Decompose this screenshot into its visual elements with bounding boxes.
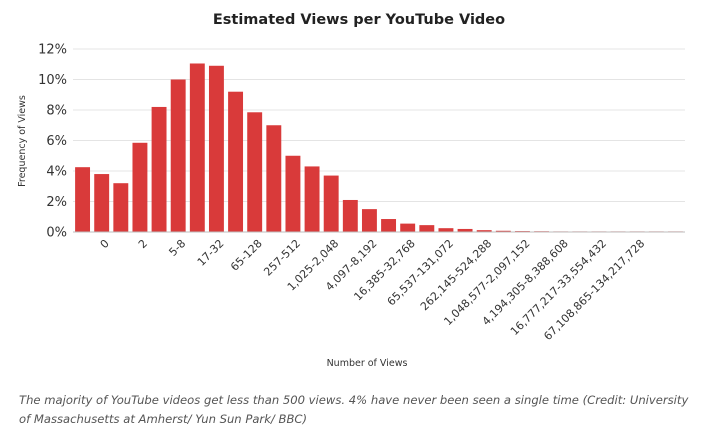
x-tick-label: 17-32 bbox=[195, 237, 227, 269]
x-tick-label: 0 bbox=[98, 237, 112, 251]
bars bbox=[75, 63, 683, 233]
chart-caption: The majority of YouTube videos get less … bbox=[19, 393, 689, 426]
chart: Estimated Views per YouTube Video 0% 2% 4%… bbox=[17, 12, 685, 369]
x-tick-label: 65-128 bbox=[228, 237, 265, 274]
bar bbox=[132, 142, 148, 232]
bar bbox=[208, 65, 224, 233]
bar bbox=[304, 166, 320, 232]
bar bbox=[495, 230, 511, 232]
bar bbox=[285, 155, 301, 232]
bar bbox=[94, 174, 110, 232]
bar bbox=[266, 125, 282, 232]
y-tick-label: 12% bbox=[38, 43, 67, 58]
bar bbox=[419, 225, 435, 232]
y-tick-label: 4% bbox=[46, 165, 67, 180]
x-axis-ticks: 0 2 5-8 17-32 65-128257-5121,025-2,0484,097-… bbox=[98, 237, 648, 343]
y-tick-label: 10% bbox=[38, 73, 67, 88]
bar bbox=[75, 167, 91, 232]
bar bbox=[342, 199, 358, 232]
x-axis-label: Number of Views bbox=[327, 358, 408, 369]
bar bbox=[113, 183, 129, 232]
x-tick-label: 2 bbox=[136, 237, 150, 251]
bar bbox=[438, 228, 454, 232]
bar bbox=[189, 63, 205, 232]
y-tick-label: 8% bbox=[46, 104, 67, 119]
y-tick-label: 6% bbox=[46, 134, 67, 149]
bar bbox=[400, 223, 416, 232]
bar bbox=[151, 106, 167, 232]
y-tick-label: 2% bbox=[46, 195, 67, 210]
bar bbox=[323, 175, 339, 232]
bar bbox=[381, 219, 397, 232]
y-tick-label: 0% bbox=[46, 226, 67, 241]
bar bbox=[247, 112, 263, 232]
y-axis-ticks: 0% 2% 4% 6% 8% 10% 12% bbox=[38, 43, 67, 241]
bar bbox=[228, 91, 244, 232]
x-tick-label: 65,537-131,072 bbox=[385, 237, 456, 308]
bar bbox=[476, 230, 492, 232]
x-tick-label: 262,145-524,288 bbox=[418, 237, 494, 313]
y-axis-label: Frequency of Views bbox=[17, 95, 28, 187]
bar bbox=[170, 79, 186, 232]
x-tick-label: 5-8 bbox=[166, 237, 188, 259]
bar bbox=[457, 228, 473, 232]
chart-title: Estimated Views per YouTube Video bbox=[213, 12, 505, 28]
bar bbox=[361, 209, 377, 232]
